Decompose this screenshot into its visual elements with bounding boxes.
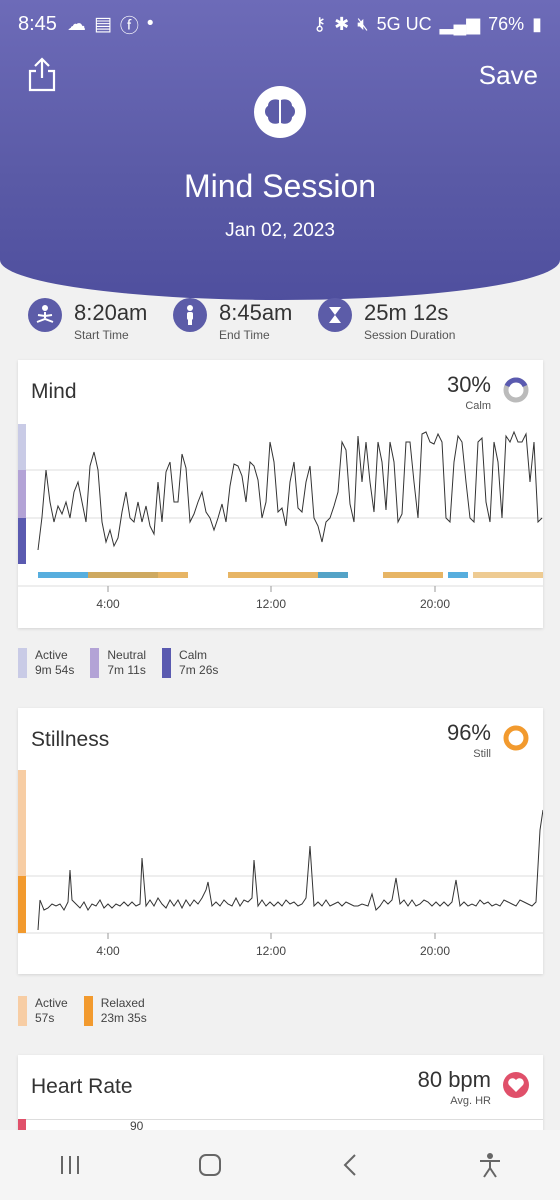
x-tick: 4:00	[96, 597, 120, 611]
x-tick: 12:00	[256, 944, 286, 958]
x-tick: 4:00	[96, 944, 120, 958]
mind-chart: 4:00 12:00 20:00	[18, 424, 543, 611]
stillness-line	[37, 809, 543, 931]
stillness-x-axis: 4:00 12:00 20:00	[96, 933, 450, 958]
mind-line	[37, 430, 543, 551]
recent-apps-icon	[61, 1156, 79, 1174]
person-icon	[173, 298, 207, 332]
signal-icon: ▂▄▆	[439, 13, 481, 34]
stillness-percent-label: Still	[473, 748, 491, 760]
share-icon	[28, 57, 56, 92]
status-time: 8:45	[18, 12, 57, 35]
facebook-icon: ⓕ	[119, 15, 139, 37]
mind-percent: 30%	[446, 372, 491, 397]
brain-icon	[254, 86, 306, 138]
accessibility-button[interactable]	[470, 1145, 510, 1185]
session-stats: 8:20am Start Time 8:45am End Time 25m 12s S…	[28, 298, 550, 348]
back-icon	[343, 1154, 356, 1176]
cloud-icon: ☁	[66, 13, 86, 35]
stillness-card[interactable]: Stillness 96% Still 4:00 12:00 20:00	[18, 708, 543, 974]
home-button[interactable]	[190, 1145, 230, 1185]
mind-percent-label: Calm	[465, 400, 491, 412]
mind-card[interactable]: Mind 30% Calm 4:00 12:00 20:00	[18, 360, 543, 628]
mind-x-axis: 4:00 12:00 20:00	[96, 586, 450, 611]
key-icon: ⚷	[312, 13, 327, 34]
heart-rate-value: 80 bpm	[417, 1067, 491, 1092]
session-date: Jan 02, 2023	[225, 220, 335, 241]
stillness-legend: Active 57s Relaxed 23m 35s	[18, 996, 147, 1026]
event-markers	[38, 572, 543, 578]
calm-ring-icon	[503, 377, 529, 403]
page-title: Mind Session	[183, 168, 377, 204]
news-icon: ▤	[93, 13, 112, 35]
stillness-percent: 96%	[446, 720, 491, 745]
stat-start: 8:20am Start Time	[28, 298, 173, 348]
status-bar: 8:45 ☁ ▤ ⓕ • ⚷ ✱ 🔇︎ 5G UC ▂▄▆ 76% ▮	[18, 10, 542, 38]
active-band	[18, 770, 26, 876]
mind-title: Mind	[31, 380, 77, 403]
relaxed-band	[18, 876, 26, 933]
still-ring-icon	[503, 725, 529, 751]
share-button[interactable]	[26, 56, 58, 92]
stat-duration: 25m 12s Session Duration	[318, 298, 518, 348]
heart-rate-label: Avg. HR	[450, 1095, 491, 1107]
legend-active: Active 9m 54s	[18, 648, 74, 678]
heart-icon	[503, 1072, 529, 1098]
network-label: 5G UC	[376, 13, 432, 34]
calm-band	[18, 518, 26, 564]
bluetooth-icon: ✱	[334, 13, 350, 34]
back-button[interactable]	[330, 1145, 370, 1185]
meditation-icon	[28, 298, 62, 332]
x-tick: 20:00	[420, 944, 450, 958]
x-tick: 12:00	[256, 597, 286, 611]
dot-icon: •	[146, 13, 154, 34]
accessibility-icon	[480, 1153, 500, 1178]
stillness-chart: 4:00 12:00 20:00	[18, 770, 543, 958]
mute-icon: 🔇︎	[357, 13, 369, 34]
legend-calm: Calm 7m 26s	[162, 648, 218, 678]
stillness-title: Stillness	[31, 728, 110, 751]
heart-rate-title: Heart Rate	[31, 1075, 133, 1098]
recent-apps-button[interactable]	[50, 1145, 90, 1185]
active-band	[18, 424, 26, 470]
save-button[interactable]: Save	[478, 60, 538, 90]
stat-end: 8:45am End Time	[173, 298, 318, 348]
home-icon	[199, 1154, 221, 1176]
battery-icon: ▮	[532, 13, 542, 34]
hr-tick: 90	[130, 1119, 144, 1133]
session-header: 8:45 ☁ ▤ ⓕ • ⚷ ✱ 🔇︎ 5G UC ▂▄▆ 76% ▮ Save…	[0, 0, 560, 300]
hourglass-icon	[318, 298, 352, 332]
mind-legend: Active 9m 54s Neutral 7m 11s Calm 7m 26s	[18, 648, 218, 678]
legend-active: Active 57s	[18, 996, 68, 1026]
system-nav-bar	[0, 1130, 560, 1200]
neutral-band	[18, 470, 26, 518]
x-tick: 20:00	[420, 597, 450, 611]
battery-label: 76%	[488, 13, 525, 34]
legend-neutral: Neutral 7m 11s	[90, 648, 146, 678]
legend-relaxed: Relaxed 23m 35s	[83, 996, 147, 1026]
